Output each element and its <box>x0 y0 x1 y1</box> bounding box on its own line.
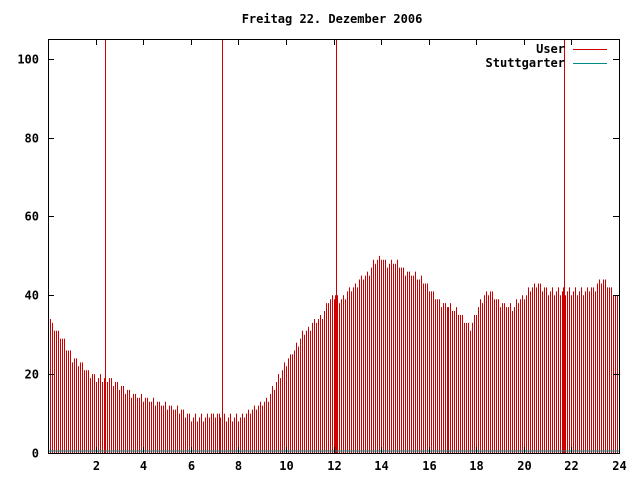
y-tick-label: 80 <box>25 132 39 146</box>
x-tick-label: 18 <box>469 459 483 473</box>
bars-layer <box>48 39 620 453</box>
y-tick-label: 20 <box>25 368 39 382</box>
x-tick-label: 24 <box>612 459 626 473</box>
x-tick-label: 10 <box>279 459 293 473</box>
y-tick-label: 40 <box>25 289 39 303</box>
chart-title: Freitag 22. Dezember 2006 <box>242 12 423 26</box>
x-tick-label: 4 <box>140 459 147 473</box>
x-tick-label: 16 <box>422 459 436 473</box>
x-tick-label: 8 <box>235 459 242 473</box>
legend-label: Stuttgarter <box>486 56 565 70</box>
x-tick-label: 12 <box>327 459 341 473</box>
x-tick-label: 14 <box>374 459 388 473</box>
y-tick-label: 100 <box>17 53 39 67</box>
x-tick-label: 22 <box>564 459 578 473</box>
y-tick-label: 0 <box>32 447 39 461</box>
x-tick-label: 6 <box>188 459 195 473</box>
x-tick-label: 2 <box>93 459 100 473</box>
legend-label: User <box>536 42 565 56</box>
x-tick-label: 20 <box>517 459 531 473</box>
y-tick-label: 60 <box>25 210 39 224</box>
